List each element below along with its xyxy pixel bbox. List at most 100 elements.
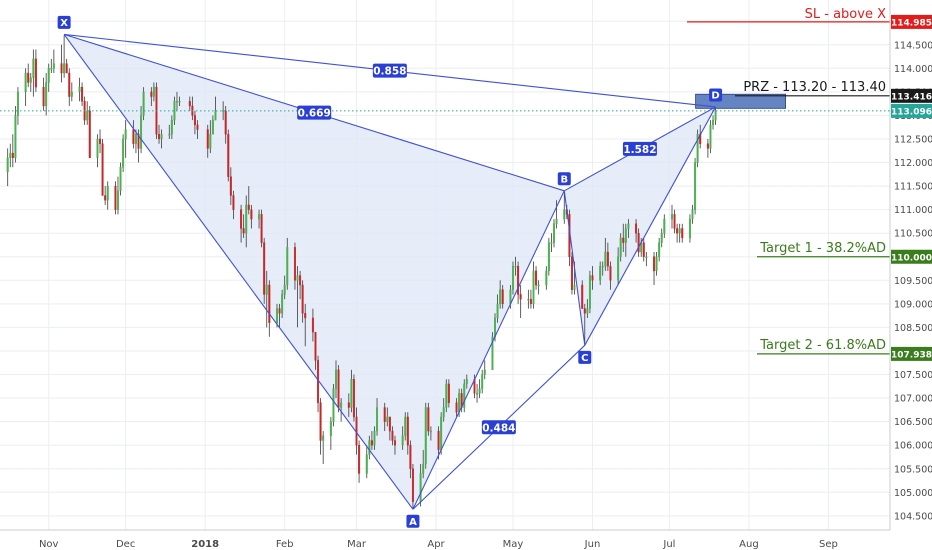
candle-body (60, 63, 63, 74)
candle-body (88, 110, 91, 159)
point-marker-c: C (578, 350, 592, 364)
price-tag: 110.000 (891, 249, 932, 264)
candle-body (286, 247, 289, 286)
candle-body (137, 134, 140, 149)
price-tag-box (891, 346, 932, 361)
candle-body (296, 275, 299, 281)
candle-body (160, 134, 163, 140)
candle-body (494, 317, 497, 338)
candle-body (99, 138, 102, 144)
candle-body (358, 445, 361, 474)
candle-body (609, 265, 612, 281)
y-tick-label: 105.000 (894, 488, 932, 499)
candle-body (332, 388, 335, 422)
candle-body (622, 237, 625, 243)
y-tick-label: 107.500 (894, 370, 932, 381)
sl-label: SL - above X (805, 7, 886, 22)
candle-body (527, 298, 530, 301)
candle-body (124, 129, 127, 140)
candle-body (52, 63, 55, 69)
candle-body (96, 138, 99, 159)
candle-body (116, 190, 119, 210)
candle-body (573, 284, 576, 290)
candle-body (50, 68, 53, 70)
candle-body (329, 421, 332, 436)
y-tick-label: 105.500 (894, 464, 932, 475)
candle-body (229, 176, 232, 196)
candle-body (350, 379, 353, 408)
candle-body (211, 119, 214, 135)
candle-body (63, 63, 66, 74)
candle-body (178, 101, 181, 103)
price-tag-text: 107.938 (891, 350, 932, 360)
candle-body (691, 209, 694, 220)
candle-body (586, 308, 589, 314)
candle-body (281, 294, 284, 314)
x-tick-label: Mar (347, 539, 367, 550)
y-tick-label: 108.500 (894, 323, 932, 334)
candle-body (660, 232, 663, 243)
candle-body (70, 91, 73, 97)
candle-body (268, 284, 271, 323)
y-tick-label: 110.500 (894, 229, 932, 240)
candle-body (481, 374, 484, 389)
candle-body (591, 275, 594, 281)
candle-body (514, 265, 517, 268)
candle-body (604, 251, 607, 267)
candle-body (224, 110, 227, 135)
candle-body (619, 237, 622, 257)
candle-body (570, 256, 573, 290)
candle-body (170, 119, 173, 135)
price-tag-box (891, 88, 932, 103)
candle-body (347, 402, 350, 408)
candle-body (501, 289, 504, 305)
y-tick-label: 106.500 (894, 417, 932, 428)
prz-label: PRZ - 113.20 - 113.40 (743, 80, 886, 95)
candle-body (678, 228, 681, 234)
candle-body (606, 251, 609, 267)
candle-body (658, 242, 661, 257)
candle-body (511, 265, 514, 290)
candle-body (81, 86, 84, 102)
point-marker-d: D (709, 88, 723, 102)
y-tick-label: 104.500 (894, 511, 932, 522)
candle-body (319, 402, 322, 441)
candle-body (537, 284, 540, 287)
candle-body (476, 393, 479, 395)
point-box (578, 350, 592, 364)
ratio-value: 0.669 (298, 108, 331, 120)
candle-body (65, 63, 68, 74)
candle-body (555, 218, 558, 224)
pattern-fill-xab (64, 34, 565, 510)
point-label: A (409, 517, 417, 528)
candle-body (563, 209, 566, 220)
candle-body (140, 115, 143, 149)
candle-body (406, 416, 409, 446)
candle-body (712, 119, 715, 126)
point-marker-a: A (406, 514, 420, 528)
price-tag-box (891, 14, 932, 29)
price-tag-text: 114.985 (891, 18, 932, 28)
candle-body (304, 313, 307, 319)
candle-body (150, 91, 153, 97)
ratio-label-bd: 1.582 (622, 141, 657, 156)
candle-body (688, 218, 691, 239)
candle-body (322, 435, 325, 441)
candle-body (209, 134, 212, 149)
candle-body (227, 134, 230, 177)
candle-body (45, 82, 48, 107)
point-label: C (581, 353, 588, 364)
candle-body (694, 162, 697, 210)
candle-body (352, 379, 355, 418)
candle-body (265, 284, 268, 295)
candle-body (437, 430, 440, 451)
price-tag-text: 110.000 (891, 253, 932, 263)
point-marker-b: B (557, 172, 571, 186)
candle-body (152, 86, 155, 97)
x-tick-label: Nov (39, 539, 59, 550)
candle-body (478, 388, 481, 394)
ratio-value: 0.484 (482, 422, 515, 434)
candle-body (676, 228, 679, 234)
point-marker-x: X (57, 15, 71, 29)
x-axis-panel (0, 530, 932, 550)
